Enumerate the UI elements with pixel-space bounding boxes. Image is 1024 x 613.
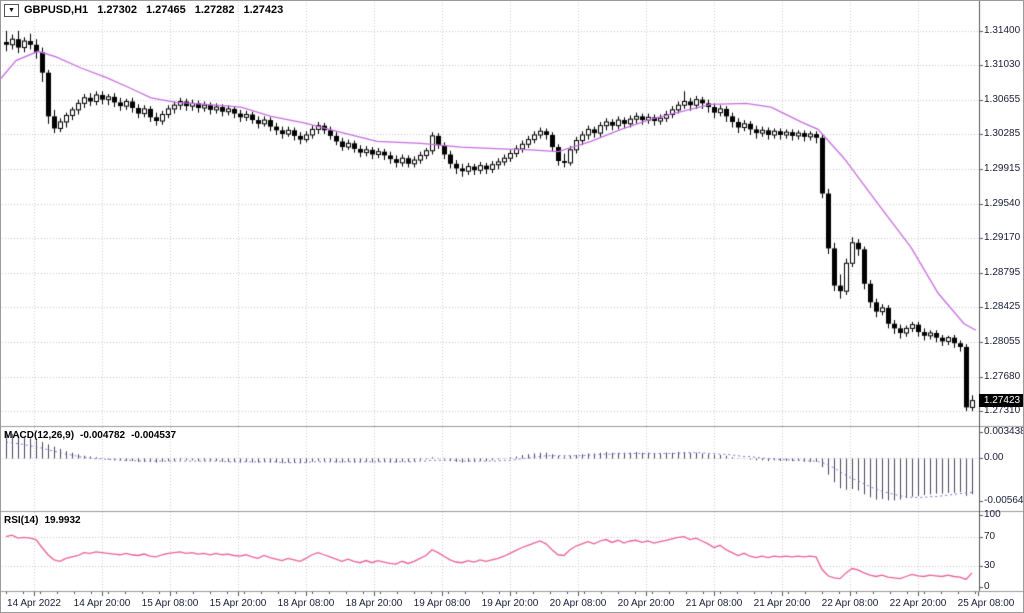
time-axis-label: 22 Apr 20:00 <box>889 598 947 609</box>
time-axis-label: 18 Apr 20:00 <box>345 598 403 609</box>
quote-high: 1.27465 <box>145 4 186 16</box>
axis-label: 1.29915 <box>984 163 1021 174</box>
time-axis-label: 15 Apr 08:00 <box>141 598 199 609</box>
symbol-header: ▼ GBPUSD,H1 1.27302 1.27465 1.27282 1.27… <box>4 3 283 17</box>
axis-label: 1.30285 <box>984 128 1021 139</box>
axis-label: 1.29540 <box>984 198 1021 209</box>
time-axis-label: 22 Apr 08:00 <box>821 598 879 609</box>
axis-label: 1.27310 <box>984 405 1021 416</box>
time-axis-label: 19 Apr 20:00 <box>481 598 539 609</box>
symbol-title: GBPUSD,H1 <box>24 4 89 16</box>
axis-label: 70 <box>984 531 996 542</box>
axis-label: 100 <box>984 509 1001 520</box>
macd-signal-value: -0.004537 <box>131 430 177 441</box>
time-axis-label: 14 Apr 20:00 <box>73 598 131 609</box>
axis-label: 1.27680 <box>984 371 1021 382</box>
axis-label: 0.003438 <box>984 426 1024 437</box>
rsi-name: RSI(14) <box>4 515 39 526</box>
axis-label: 0.00 <box>984 452 1004 463</box>
macd-value: -0.004782 <box>80 430 126 441</box>
axis-label: 1.28795 <box>984 267 1021 278</box>
axis-label: 1.30655 <box>984 94 1021 105</box>
quote-close: 1.27423 <box>243 4 284 16</box>
time-axis-label: 25 Apr 08:00 <box>957 598 1015 609</box>
quote-low: 1.27282 <box>194 4 235 16</box>
quote-open: 1.27302 <box>97 4 137 16</box>
axis-label: 1.31030 <box>984 59 1021 70</box>
time-axis-label: 20 Apr 08:00 <box>549 598 607 609</box>
rsi-value: 19.9932 <box>44 515 81 526</box>
time-axis-label: 21 Apr 20:00 <box>753 598 811 609</box>
time-axis-label: 20 Apr 20:00 <box>617 598 675 609</box>
axis-label: 0 <box>984 581 990 592</box>
time-axis-label: 15 Apr 20:00 <box>209 598 267 609</box>
current-price-badge: 1.27423 <box>979 394 1023 407</box>
axis-label: 30 <box>984 560 996 571</box>
chevron-down-icon: ▼ <box>8 6 15 14</box>
time-axis-label: 21 Apr 08:00 <box>685 598 743 609</box>
time-axis-label: 14 Apr 2022 <box>7 598 61 609</box>
symbol-dropdown-button[interactable]: ▼ <box>4 3 19 17</box>
time-axis-label: 19 Apr 08:00 <box>413 598 471 609</box>
macd-name: MACD(12,26,9) <box>4 430 75 441</box>
axis-label: -0.005648 <box>984 495 1024 506</box>
axis-label: 1.28055 <box>984 336 1021 347</box>
rsi-indicator-label: RSI(14) 19.9932 <box>4 515 87 526</box>
macd-indicator-label: MACD(12,26,9) -0.004782 -0.004537 <box>4 430 182 441</box>
axis-label: 1.29170 <box>984 232 1021 243</box>
axis-label: 1.31400 <box>984 25 1021 36</box>
time-axis-label: 18 Apr 08:00 <box>277 598 335 609</box>
axis-label: 1.28425 <box>984 301 1021 312</box>
